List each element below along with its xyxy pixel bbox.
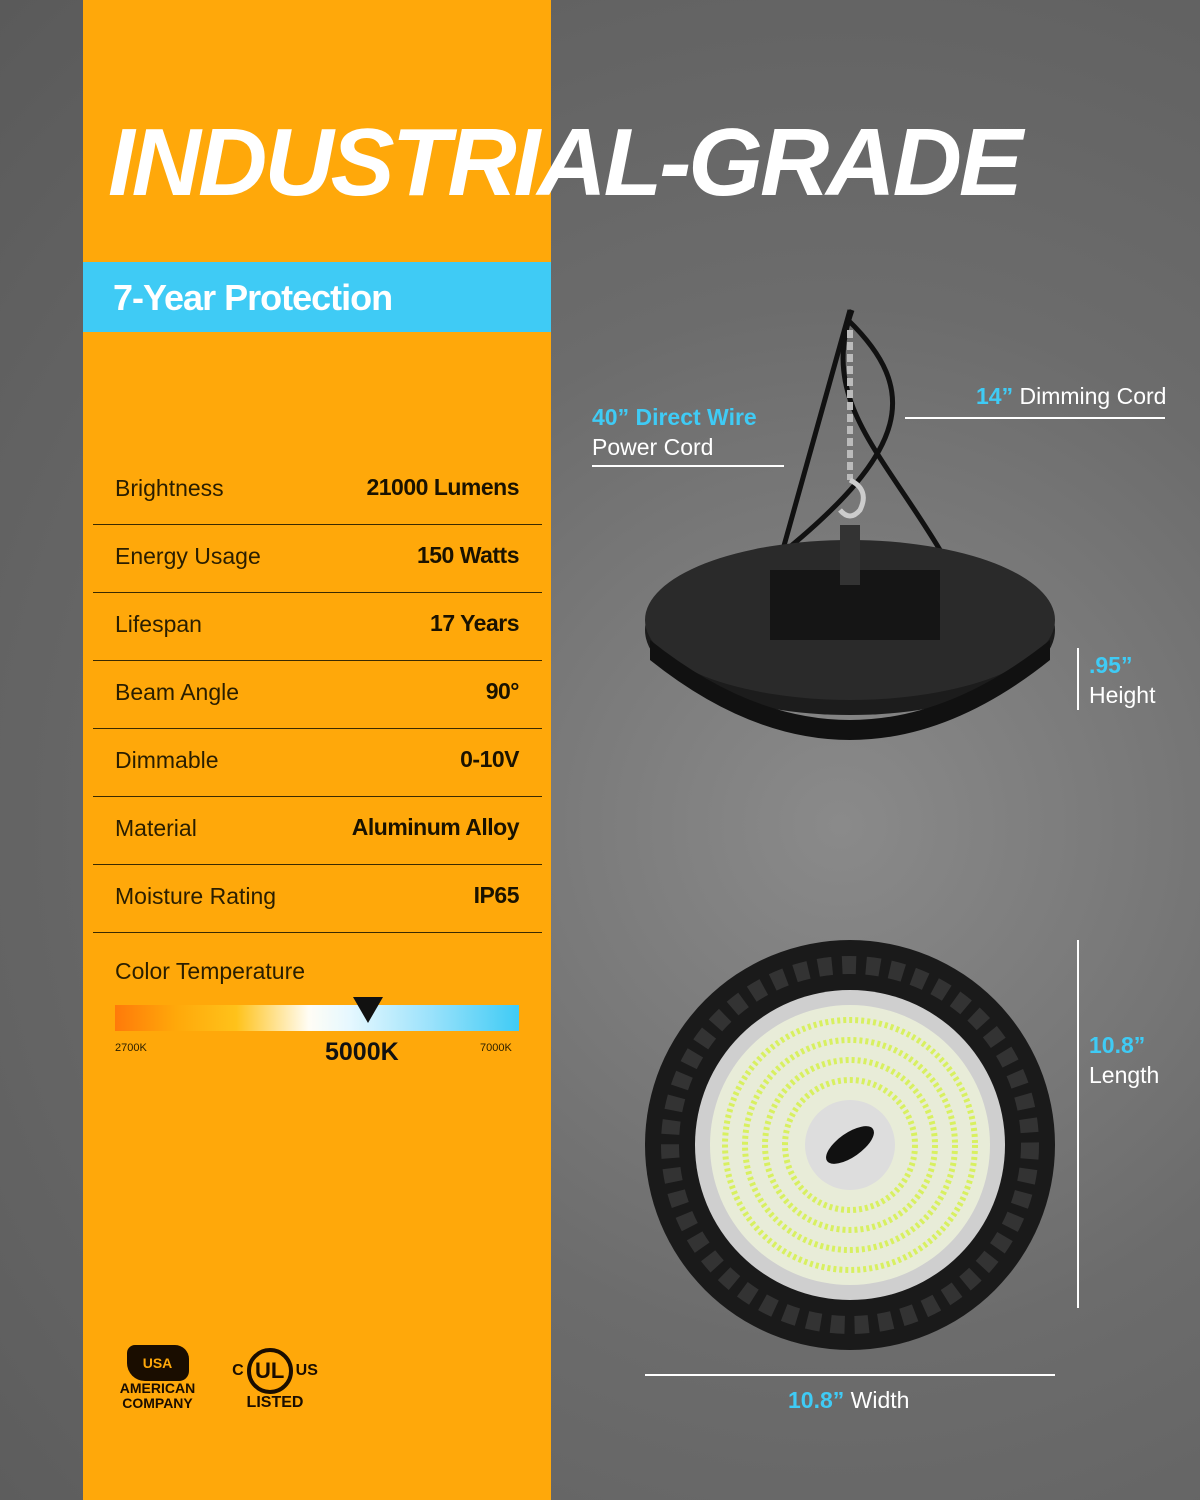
spec-row: Dimmable 0-10V xyxy=(93,729,542,797)
dimming-cord-label: Dimming Cord xyxy=(1019,383,1167,409)
spec-value: 21000 Lumens xyxy=(366,474,519,500)
dimming-cord-length: 14” xyxy=(976,383,1014,409)
spec-row: Brightness 21000 Lumens xyxy=(93,457,542,525)
light-side-view-image xyxy=(645,309,1055,740)
badge-text: AMERICAN xyxy=(119,1380,196,1396)
spec-row: Moisture Rating IP65 xyxy=(93,865,542,933)
badge-text: LISTED xyxy=(246,1394,304,1411)
spec-label: Material xyxy=(115,815,197,841)
american-company-badge: USA AMERICAN COMPANY xyxy=(115,1345,200,1411)
usa-map-icon: USA xyxy=(126,1345,189,1381)
badge-text: US xyxy=(295,1362,318,1379)
spec-label: Lifespan xyxy=(115,611,202,637)
length-label: Length xyxy=(1089,1062,1160,1088)
spec-value: 0-10V xyxy=(460,746,519,772)
color-temp-selected: 5000K xyxy=(325,1038,399,1066)
spec-value: IP65 xyxy=(473,882,520,908)
badge-text: C xyxy=(232,1362,244,1379)
color-temp-marker-icon xyxy=(353,997,383,1023)
length-line xyxy=(1077,940,1079,1308)
power-cord-annotation: 40” Direct Wire Power Cord xyxy=(592,402,757,462)
height-line xyxy=(1077,648,1079,710)
width-label: Width xyxy=(850,1387,910,1413)
spec-row: Energy Usage 150 Watts xyxy=(93,525,542,593)
warranty-text: 7-Year Protection xyxy=(113,277,393,318)
power-cord-label: Power Cord xyxy=(592,434,714,460)
dimming-cord-annotation: 14” Dimming Cord xyxy=(976,383,1166,410)
leader-line xyxy=(905,417,1165,419)
height-label: Height xyxy=(1089,682,1156,708)
spec-value: 90° xyxy=(485,678,520,704)
ul-listed-badge: C UL US LISTED xyxy=(230,1348,320,1412)
height-value: .95” xyxy=(1089,652,1133,678)
headline: INDUSTRIAL-GRADE xyxy=(108,109,1023,216)
color-temp-min: 2700K xyxy=(115,1042,147,1054)
power-cord-length: 40” Direct Wire xyxy=(592,404,757,430)
color-temp-label: Color Temperature xyxy=(115,958,306,984)
spec-value: 150 Watts xyxy=(416,542,520,568)
spec-row: Material Aluminum Alloy xyxy=(93,797,542,865)
leader-line xyxy=(592,465,784,467)
spec-label: Brightness xyxy=(115,475,224,501)
spec-panel xyxy=(83,0,551,1500)
color-temp-max: 7000K xyxy=(480,1042,512,1054)
length-annotation: 10.8” Length xyxy=(1089,1030,1159,1090)
spec-row: Beam Angle 90° xyxy=(93,661,542,729)
width-value: 10.8” xyxy=(788,1387,845,1413)
spec-label: Beam Angle xyxy=(115,679,240,705)
spec-label: Energy Usage xyxy=(115,543,261,569)
light-bottom-view-image xyxy=(645,940,1055,1350)
spec-label: Dimmable xyxy=(115,747,219,773)
width-annotation: 10.8” Width xyxy=(788,1387,909,1414)
length-value: 10.8” xyxy=(1089,1032,1146,1058)
spec-value: Aluminum Alloy xyxy=(351,814,520,840)
height-annotation: .95” Height xyxy=(1089,650,1155,710)
warranty-band: 7-Year Protection xyxy=(83,262,551,332)
ul-logo-icon: UL xyxy=(246,1348,293,1394)
badge-text: COMPANY xyxy=(122,1395,193,1411)
width-line xyxy=(645,1374,1055,1376)
spec-label: Moisture Rating xyxy=(115,883,277,909)
spec-row: Lifespan 17 Years xyxy=(93,593,542,661)
color-temp-bar xyxy=(115,1005,519,1031)
spec-value: 17 Years xyxy=(430,610,519,636)
